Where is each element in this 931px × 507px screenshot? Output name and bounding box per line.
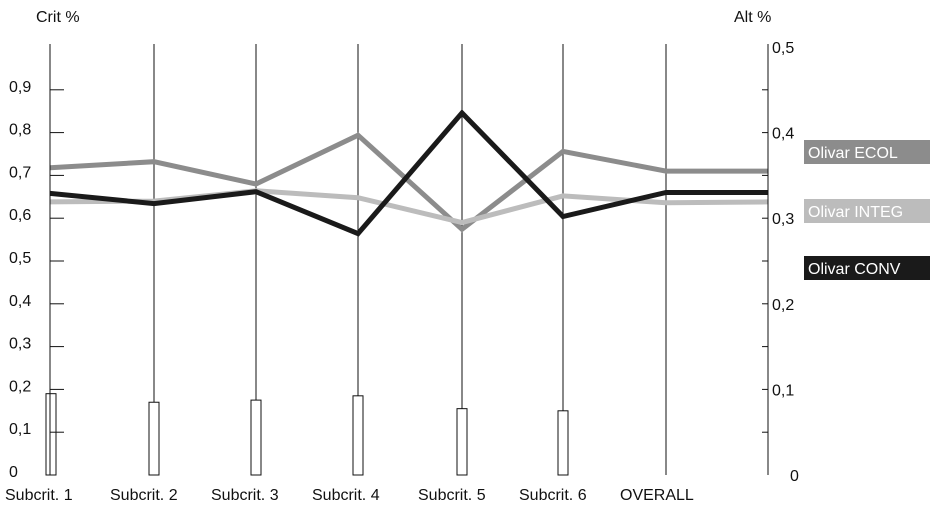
criteria-bar xyxy=(456,408,468,476)
legend-label: Olivar INTEG xyxy=(808,204,903,221)
category-label: Subcrit. 5 xyxy=(418,487,486,504)
legend-label: Olivar ECOL xyxy=(808,145,898,162)
legend: Olivar ECOL Olivar INTEG Olivar CONV xyxy=(804,140,930,280)
alternative-lines xyxy=(49,109,769,237)
left-tick-label: 0,9 xyxy=(9,79,31,96)
criteria-bar xyxy=(352,395,364,476)
left-tick-label: 0,5 xyxy=(9,250,31,267)
legend-swatch xyxy=(804,199,930,223)
right-tick-label: 0,4 xyxy=(772,126,794,143)
category-label: Subcrit. 4 xyxy=(312,487,380,504)
left-axis-title: Crit % xyxy=(36,9,80,26)
left-tick-label: 0,1 xyxy=(9,421,31,438)
category-label: Subcrit. 1 xyxy=(5,487,73,504)
series-line xyxy=(49,132,768,233)
category-label: OVERALL xyxy=(620,487,694,504)
criteria-bar xyxy=(250,399,262,476)
category-label: Subcrit. 2 xyxy=(110,487,178,504)
right-axis-ticks: 0 0,1 0,2 0,3 0,4 0,5 xyxy=(762,40,799,485)
left-tick-label: 0,8 xyxy=(9,122,31,139)
category-label: Subcrit. 6 xyxy=(519,487,587,504)
right-tick-label: 0,2 xyxy=(772,297,794,314)
criteria-bar xyxy=(148,401,160,476)
right-tick-label: 0,5 xyxy=(772,40,794,57)
right-axis-title: Alt % xyxy=(734,9,771,26)
right-tick-label: 0 xyxy=(790,468,799,485)
criteria-bar xyxy=(557,410,569,476)
legend-swatch xyxy=(804,256,930,280)
left-tick-label: 0,2 xyxy=(9,378,31,395)
criteria-bars xyxy=(45,393,569,476)
left-tick-label: 0,4 xyxy=(9,293,31,310)
category-label: Subcrit. 3 xyxy=(211,487,279,504)
right-tick-label: 0,1 xyxy=(772,382,794,399)
left-axis-ticks: 0 0,1 0,2 0,3 0,4 0,5 0,6 0,7 0,8 0,9 xyxy=(9,79,64,481)
left-tick-label: 0,6 xyxy=(9,207,31,224)
legend-swatch xyxy=(804,140,930,164)
left-tick-label: 0,3 xyxy=(9,336,31,353)
legend-label: Olivar CONV xyxy=(808,261,901,278)
category-gridlines xyxy=(153,44,667,475)
series-line xyxy=(49,109,768,237)
left-tick-label: 0,7 xyxy=(9,164,31,181)
right-tick-label: 0,3 xyxy=(772,211,794,228)
category-labels: Subcrit. 1 Subcrit. 2 Subcrit. 3 Subcrit. 4… xyxy=(5,487,694,504)
criteria-bar xyxy=(45,393,57,476)
left-tick-label: 0 xyxy=(9,464,18,481)
